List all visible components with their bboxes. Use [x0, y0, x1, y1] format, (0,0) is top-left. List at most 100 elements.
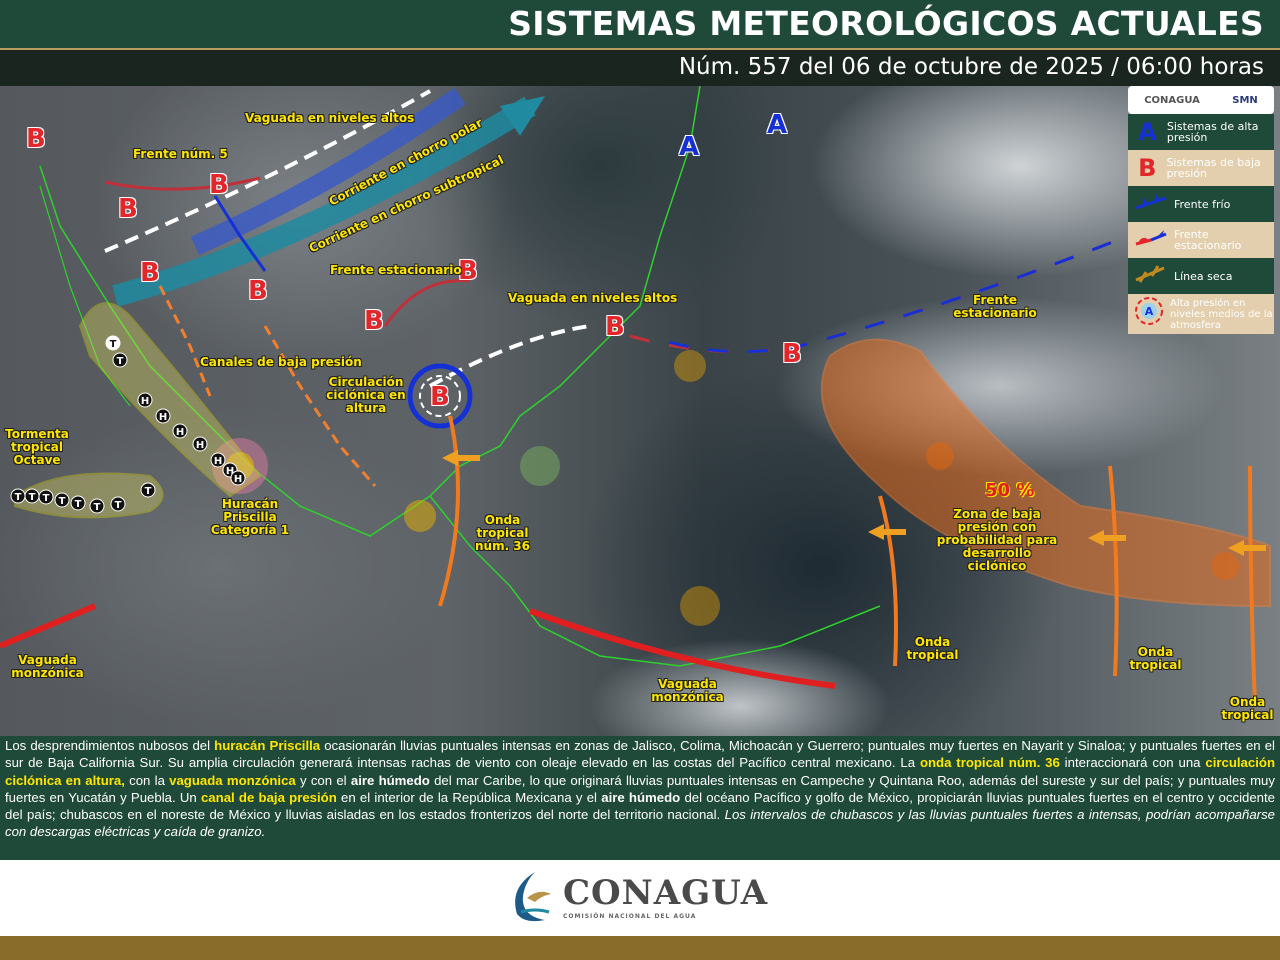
- text: en el interior de la República Mexicana …: [336, 789, 602, 805]
- jet-arrowhead: [500, 96, 545, 136]
- svg-text:T: T: [43, 493, 50, 504]
- dry-line-icon: [1134, 262, 1168, 290]
- legend-item-stationary-front: Frente estacionario: [1128, 222, 1274, 258]
- low-pressure-channel: [158, 285, 212, 397]
- conagua-footer-logo: CONAGUA COMISIÓN NACIONAL DEL AGUA: [505, 868, 768, 924]
- octave-track-cone: [14, 472, 164, 519]
- low-pressure-zone-50pct: [820, 338, 1271, 608]
- stationary-front: [649, 234, 1129, 354]
- page-title: SISTEMAS METEOROLÓGICOS ACTUALES: [508, 4, 1264, 43]
- highlight: circulación ciclónica en altura,: [5, 755, 1276, 788]
- label-tropical-wave: Onda tropical: [906, 635, 959, 662]
- label-upper-trough: Vaguada en niveles altos: [245, 111, 415, 125]
- coastline: [39, 86, 701, 537]
- legend-label: Línea seca: [1174, 269, 1233, 283]
- subtropical-jet-stream: [112, 96, 536, 307]
- stationary-front-icon: [1134, 226, 1168, 254]
- low-pressure-symbol: B: [209, 170, 229, 200]
- label-low-pressure-zone: Zona de baja presión con probabilidad pa…: [936, 507, 1058, 573]
- svg-text:T: T: [75, 499, 82, 510]
- legend-label: Frente frío: [1174, 197, 1231, 211]
- priscilla-track-marker: H: [210, 452, 226, 468]
- svg-text:H: H: [159, 412, 167, 423]
- priscilla-track-marker: H: [192, 436, 208, 452]
- octave-track-marker: T: [24, 488, 40, 504]
- low-pressure-symbol: B: [782, 339, 802, 369]
- stationary-front: [383, 279, 471, 327]
- smn-logo: SMN: [1232, 94, 1258, 106]
- footer-gold-strip: [0, 936, 1280, 960]
- low-pressure-symbol: B: [458, 256, 478, 286]
- svg-text:T: T: [145, 486, 152, 497]
- subtitle-bar: Núm. 557 del 06 de octubre de 2025 / 06:…: [0, 50, 1280, 86]
- label-tropical-wave-36: Onda tropical núm. 36: [474, 513, 531, 553]
- text: del mar Caribe, lo que originará lluvias…: [5, 772, 1275, 805]
- label-cyclonic-circulation: Circulación ciclónica en altura: [326, 375, 406, 415]
- svg-text:T: T: [115, 500, 122, 511]
- priscilla-track-start-marker: T: [105, 335, 121, 351]
- label-hurricane-priscilla: Huracán Priscilla Categoría 1: [210, 497, 290, 537]
- low-pressure-symbol: B: [26, 124, 46, 154]
- priscilla-track-cone: [78, 302, 262, 498]
- stationary-front: [629, 234, 1129, 354]
- svg-text:T: T: [117, 356, 124, 367]
- low-pressure-symbol: B: [140, 258, 160, 288]
- svg-text:H: H: [234, 474, 242, 485]
- mid-level-high-letter: A: [1145, 305, 1154, 318]
- label-tropical-storm-octave: Tormenta tropical Octave: [5, 427, 69, 467]
- svg-text:T: T: [59, 496, 66, 507]
- low-pressure-symbol: B: [118, 194, 138, 224]
- legend-item-mid-level-high: A Alta presión en niveles medios de la at…: [1128, 294, 1274, 334]
- low-pressure-channel: [263, 325, 377, 487]
- highlight: vaguada monzónica: [169, 772, 296, 788]
- svg-text:T: T: [29, 492, 36, 503]
- label-monsoon-trough: Vaguada monzónica: [11, 653, 84, 680]
- label-stationary-front: Frente estacionario: [330, 263, 462, 277]
- legend-label: Sistemas de baja presión: [1166, 156, 1261, 180]
- legend-item-high-pressure: A Sistemas de alta presión: [1128, 114, 1274, 150]
- legend-label: Frente estacionario: [1174, 228, 1242, 252]
- low-pressure-symbol: B: [605, 312, 625, 342]
- octave-track-marker: T: [70, 495, 86, 511]
- tropical-wave: [1108, 465, 1119, 677]
- label-low-pressure-channels: Canales de baja presión: [200, 355, 362, 369]
- low-pressure-icon: B: [1138, 154, 1157, 182]
- text: interaccionará con una: [1059, 755, 1206, 771]
- upper-level-trough: [429, 324, 591, 388]
- italic-text: Los intervalos de chubascos y las lluvia…: [5, 807, 1275, 840]
- label-tropical-wave: Onda tropical: [1129, 645, 1182, 672]
- highlight: huracán Priscilla: [214, 738, 321, 753]
- bold-text: aire húmedo: [350, 772, 430, 788]
- wave-motion-arrows: [442, 450, 1266, 556]
- legend-logos: CONAGUA SMN: [1128, 86, 1274, 114]
- label-upper-trough: Vaguada en niveles altos: [508, 291, 678, 305]
- high-pressure-symbol: A: [767, 110, 788, 140]
- bulletin-number-date: Núm. 557 del 06 de octubre de 2025 / 06:…: [678, 54, 1264, 80]
- upper-level-trough: [104, 89, 431, 253]
- svg-text:H: H: [176, 427, 184, 438]
- monsoon-trough: [0, 603, 97, 649]
- priscilla-track-marker: H: [137, 392, 153, 408]
- octave-track-marker: T: [110, 496, 126, 512]
- coastline: [39, 185, 131, 407]
- polar-jet-stream: [190, 87, 466, 256]
- low-pressure-symbol: B: [364, 306, 384, 336]
- text: ocasionarán lluvias puntuales intensas e…: [5, 738, 1275, 771]
- octave-track-marker: T: [10, 488, 26, 504]
- legend-item-low-pressure: B Sistemas de baja presión: [1128, 150, 1274, 186]
- conagua-emblem-icon: [515, 872, 551, 922]
- tropical-wave: [438, 415, 460, 607]
- priscilla-track-marker: T: [112, 352, 128, 368]
- priscilla-track-marker: H: [230, 470, 246, 486]
- svg-text:H: H: [214, 456, 222, 467]
- text: Los desprendimientos nubosos del: [5, 738, 215, 753]
- high-pressure-icon: A: [1138, 118, 1157, 146]
- priscilla-track-marker: H: [155, 408, 171, 424]
- legend-item-cold-front: Frente frío: [1128, 186, 1274, 222]
- svg-text:H: H: [226, 466, 234, 477]
- low-pressure-symbol: B: [248, 276, 268, 306]
- svg-text:T: T: [110, 339, 117, 350]
- front-5: [104, 176, 261, 191]
